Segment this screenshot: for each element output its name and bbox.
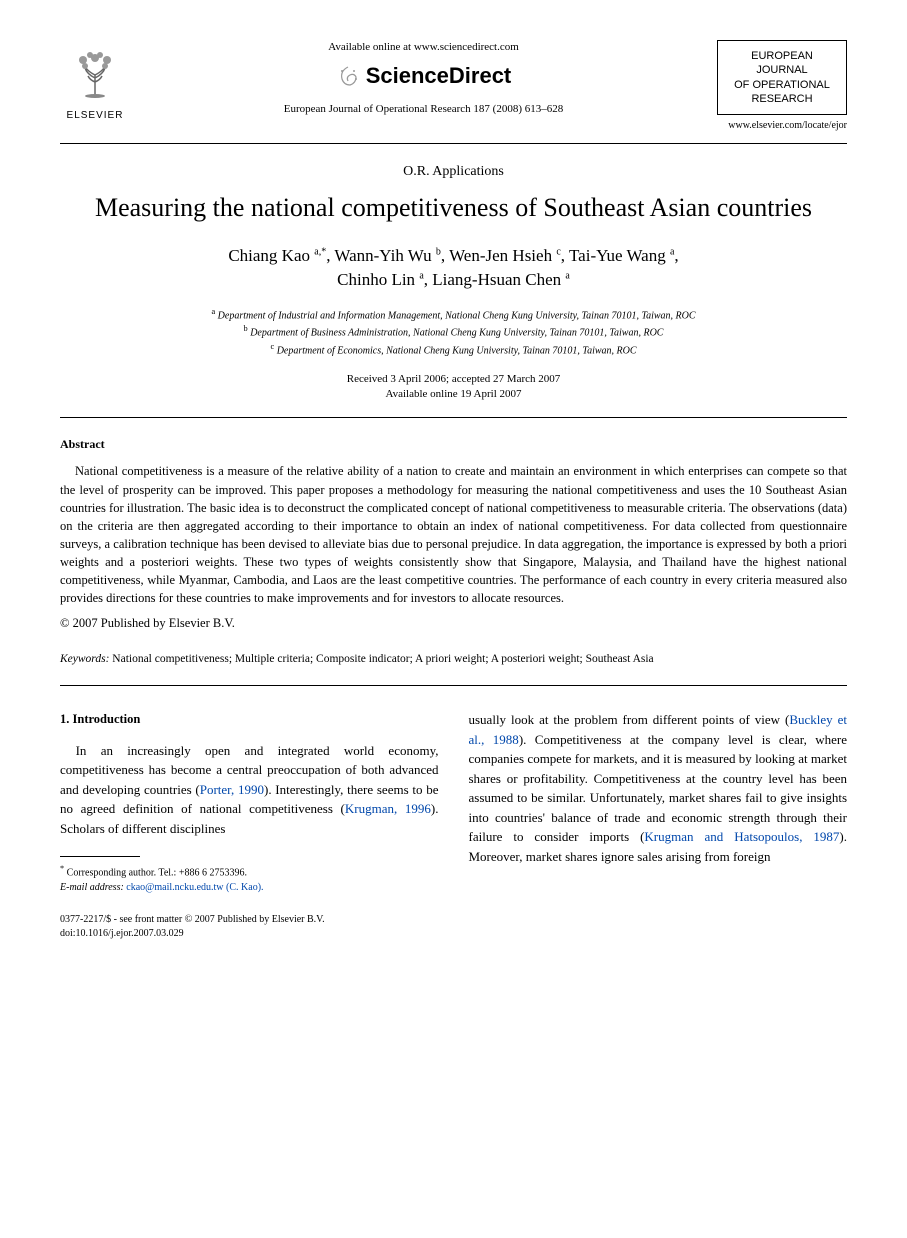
journal-line: JOURNAL <box>728 63 836 77</box>
left-column: 1. Introduction In an increasingly open … <box>60 710 439 895</box>
available-online-text: Available online at www.sciencedirect.co… <box>150 40 697 55</box>
body-columns: 1. Introduction In an increasingly open … <box>60 710 847 895</box>
citation-link[interactable]: Krugman and Hatsopoulos, 1987 <box>644 829 839 844</box>
corr-author-line: * Corresponding author. Tel.: +886 6 275… <box>60 863 439 880</box>
author-sep: , Liang-Hsuan Chen <box>424 270 566 289</box>
keywords-label: Keywords: <box>60 653 109 665</box>
footnote-rule <box>60 856 140 857</box>
corresponding-footnote: * Corresponding author. Tel.: +886 6 275… <box>60 863 439 894</box>
abstract-heading: Abstract <box>60 436 847 453</box>
footer-meta: 0377-2217/$ - see front matter © 2007 Pu… <box>60 913 847 941</box>
email-link[interactable]: ckao@mail.ncku.edu.tw (C. Kao). <box>124 882 264 893</box>
affiliation-text: Department of Business Administration, N… <box>250 328 663 339</box>
author-sep: , <box>674 246 678 265</box>
affiliations-block: a Department of Industrial and Informati… <box>60 306 847 358</box>
keywords-text: National competitiveness; Multiple crite… <box>109 653 653 665</box>
intro-heading: 1. Introduction <box>60 710 439 729</box>
right-column: usually look at the problem from differe… <box>469 710 848 895</box>
abstract-bottom-rule <box>60 685 847 686</box>
intro-paragraph: In an increasingly open and integrated w… <box>60 741 439 839</box>
publisher-name: ELSEVIER <box>60 109 130 123</box>
header-divider <box>60 143 847 144</box>
article-title: Measuring the national competitiveness o… <box>60 192 847 225</box>
author-sep: , Wann-Yih Wu <box>326 246 436 265</box>
sciencedirect-text: ScienceDirect <box>366 61 512 92</box>
front-matter-line: 0377-2217/$ - see front matter © 2007 Pu… <box>60 913 847 927</box>
email-line: E-mail address: ckao@mail.ncku.edu.tw (C… <box>60 881 439 895</box>
journal-url[interactable]: www.elsevier.com/locate/ejor <box>717 119 847 133</box>
abstract-top-rule <box>60 417 847 418</box>
available-online-date: Available online 19 April 2007 <box>60 387 847 402</box>
affiliation-line: b Department of Business Administration,… <box>60 323 847 340</box>
citation-link[interactable]: Porter, 1990 <box>200 782 264 797</box>
affiliation-text: Department of Economics, National Cheng … <box>277 345 637 356</box>
section-label: O.R. Applications <box>60 162 847 182</box>
author-sep: , Tai-Yue Wang <box>561 246 670 265</box>
author-affil-sup: a <box>565 270 569 281</box>
header-middle: Available online at www.sciencedirect.co… <box>130 40 717 118</box>
intro-paragraph-cont: usually look at the problem from differe… <box>469 710 848 866</box>
journal-box-wrap: EUROPEAN JOURNAL OF OPERATIONAL RESEARCH… <box>717 40 847 133</box>
journal-title-box: EUROPEAN JOURNAL OF OPERATIONAL RESEARCH <box>717 40 847 115</box>
keywords-line: Keywords: National competitiveness; Mult… <box>60 651 847 667</box>
journal-line: EUROPEAN <box>728 49 836 63</box>
journal-line: RESEARCH <box>728 92 836 106</box>
author-sep: , Wen-Jen Hsieh <box>441 246 556 265</box>
authors-block: Chiang Kao a,*, Wann-Yih Wu b, Wen-Jen H… <box>60 244 847 292</box>
page-header: ELSEVIER Available online at www.science… <box>60 40 847 133</box>
email-label: E-mail address: <box>60 882 124 893</box>
abstract-copyright: © 2007 Published by Elsevier B.V. <box>60 615 847 633</box>
elsevier-tree-icon <box>65 40 125 100</box>
citation-line: European Journal of Operational Research… <box>150 102 697 117</box>
affiliation-line: c Department of Economics, National Chen… <box>60 341 847 358</box>
citation-link[interactable]: Krugman, 1996 <box>345 801 431 816</box>
abstract-body: National competitiveness is a measure of… <box>60 462 847 607</box>
doi-line: doi:10.1016/j.ejor.2007.03.029 <box>60 927 847 941</box>
sciencedirect-logo: ScienceDirect <box>336 61 512 92</box>
body-text: usually look at the problem from differe… <box>469 712 790 727</box>
author-name: Chinho Lin <box>337 270 419 289</box>
affiliation-line: a Department of Industrial and Informati… <box>60 306 847 323</box>
author-affil-sup: a,* <box>314 247 326 258</box>
dates-block: Received 3 April 2006; accepted 27 March… <box>60 372 847 403</box>
journal-line: OF OPERATIONAL <box>728 78 836 92</box>
affiliation-text: Department of Industrial and Information… <box>218 310 696 321</box>
corr-text: Corresponding author. Tel.: +886 6 27533… <box>67 868 247 879</box>
publisher-logo: ELSEVIER <box>60 40 130 123</box>
sciencedirect-swirl-icon <box>336 65 360 89</box>
received-accepted: Received 3 April 2006; accepted 27 March… <box>60 372 847 387</box>
body-text: ). Competitiveness at the company level … <box>469 732 848 845</box>
author-name: Chiang Kao <box>228 246 314 265</box>
